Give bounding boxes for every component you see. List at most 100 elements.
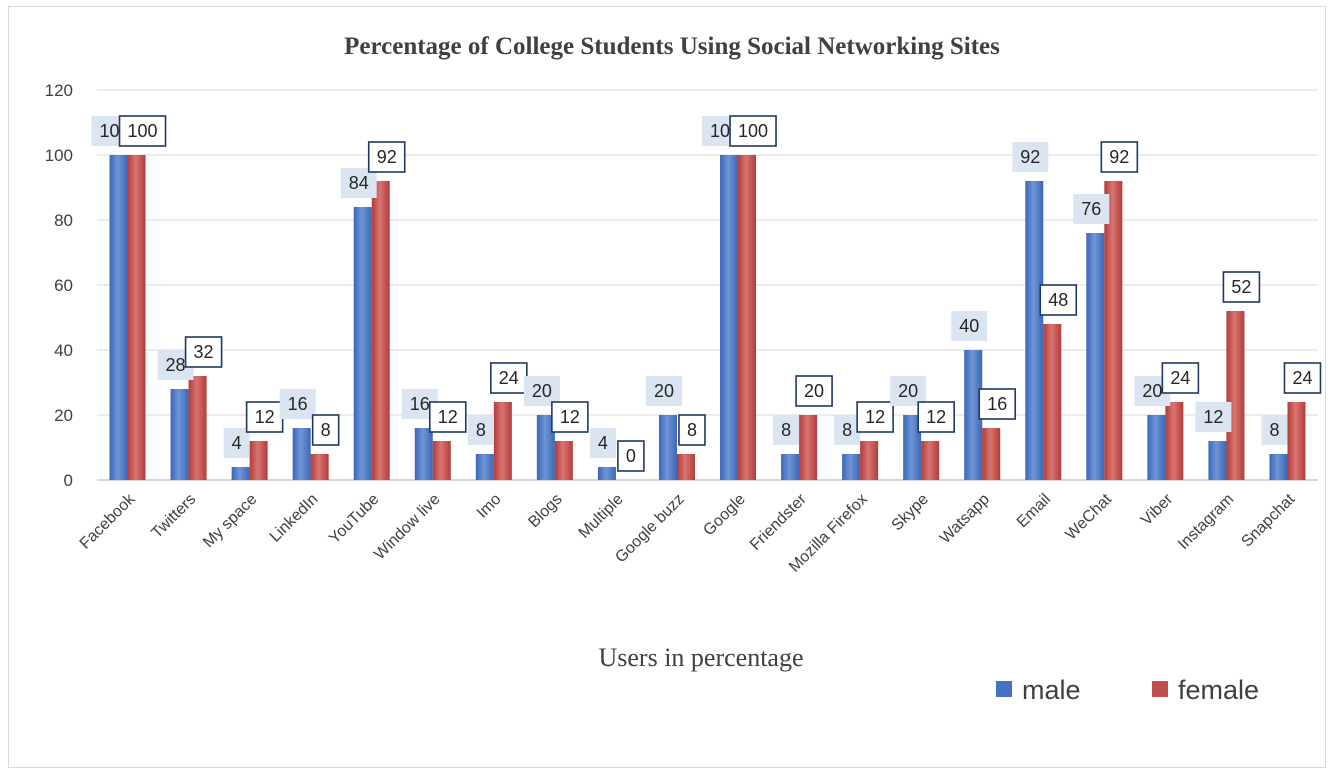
data-label-female: 24 xyxy=(1170,368,1190,388)
bar-female xyxy=(555,441,573,480)
bar-male xyxy=(1208,441,1226,480)
data-label-male: 76 xyxy=(1081,199,1101,219)
data-label-female: 8 xyxy=(687,420,697,440)
bar-male xyxy=(598,467,616,480)
data-label-male: 8 xyxy=(781,420,791,440)
data-label-male: 20 xyxy=(654,381,674,401)
x-tick-label: Watsapp xyxy=(937,491,993,547)
data-label-female: 92 xyxy=(377,147,397,167)
data-label-male: 20 xyxy=(898,381,918,401)
x-tick-label: Facebook xyxy=(77,490,139,552)
x-tick-label: Imo xyxy=(474,491,505,522)
x-tick-label: Snapchat xyxy=(1238,490,1298,550)
x-tick-label: Email xyxy=(1014,491,1054,531)
x-axis-title: Users in percentage xyxy=(598,643,803,672)
bar-male xyxy=(110,155,128,480)
y-tick-label: 40 xyxy=(54,341,73,360)
bar-female xyxy=(433,441,451,480)
bar-male xyxy=(1147,415,1165,480)
data-label-female: 0 xyxy=(626,446,636,466)
data-label-female: 16 xyxy=(987,394,1007,414)
data-label-female: 48 xyxy=(1048,290,1068,310)
bar-male xyxy=(720,155,738,480)
bar-male xyxy=(842,454,860,480)
data-label-female: 12 xyxy=(255,407,275,427)
bar-female xyxy=(860,441,878,480)
data-label-female: 8 xyxy=(321,420,331,440)
y-tick-label: 0 xyxy=(64,471,73,490)
x-axis-ticks: Facebook Twitters My space LinkedIn YouTubeW… xyxy=(77,490,1299,576)
data-label-female: 100 xyxy=(738,121,768,141)
y-tick-label: 60 xyxy=(54,276,73,295)
bar-female xyxy=(1226,311,1244,480)
data-label-male: 4 xyxy=(232,433,242,453)
bar-male xyxy=(171,389,189,480)
x-tick-label: Window live xyxy=(371,491,443,563)
data-label-male: 4 xyxy=(598,433,608,453)
data-label-female: 32 xyxy=(194,342,214,362)
data-label-male: 20 xyxy=(1142,381,1162,401)
data-label-male: 8 xyxy=(1269,420,1279,440)
x-tick-label: Skype xyxy=(889,491,933,535)
bar-female xyxy=(1287,402,1305,480)
data-label-male: 16 xyxy=(410,394,430,414)
data-label-male: 84 xyxy=(349,173,369,193)
data-label-female: 20 xyxy=(804,381,824,401)
bar-female xyxy=(738,155,756,480)
bar-male xyxy=(659,415,677,480)
bar-male xyxy=(415,428,433,480)
legend-swatch-female xyxy=(1152,681,1168,697)
bar-male xyxy=(781,454,799,480)
legend: male female xyxy=(996,675,1259,705)
data-label-female: 24 xyxy=(1292,368,1312,388)
bar-female xyxy=(799,415,817,480)
data-label-male: 8 xyxy=(842,420,852,440)
x-tick-label: Viber xyxy=(1138,490,1177,529)
bar-female xyxy=(494,402,512,480)
data-label-female: 24 xyxy=(499,368,519,388)
bar-female xyxy=(311,454,329,480)
bar-female xyxy=(128,155,146,480)
bar-male xyxy=(1025,181,1043,480)
data-label-male: 40 xyxy=(959,316,979,336)
bar-female xyxy=(677,454,695,480)
bar-female xyxy=(921,441,939,480)
x-tick-label: LinkedIn xyxy=(267,491,322,546)
x-tick-label: Twitters xyxy=(148,491,199,542)
data-label-female: 12 xyxy=(560,407,580,427)
y-tick-label: 120 xyxy=(45,81,73,100)
x-tick-label: Instagram xyxy=(1175,491,1237,553)
chart-title: Percentage of College Students Using Soc… xyxy=(344,33,1000,60)
data-label-female: 12 xyxy=(438,407,458,427)
data-label-female: 12 xyxy=(926,407,946,427)
data-label-male: 8 xyxy=(476,420,486,440)
y-tick-label: 100 xyxy=(45,146,73,165)
data-label-female: 52 xyxy=(1231,277,1251,297)
legend-label-male: male xyxy=(1022,675,1081,705)
bar-female xyxy=(250,441,268,480)
x-tick-label: My space xyxy=(200,491,261,552)
x-tick-label: Friendster xyxy=(747,490,810,553)
bar-female xyxy=(189,376,207,480)
data-label-male: 92 xyxy=(1020,147,1040,167)
data-label-female: 92 xyxy=(1109,147,1129,167)
y-tick-label: 80 xyxy=(54,211,73,230)
legend-swatch-male xyxy=(996,681,1012,697)
bars xyxy=(110,155,1306,480)
bar-male xyxy=(476,454,494,480)
x-tick-label: Multiple xyxy=(576,491,627,542)
data-labels: 1001002832412168849216128242012402081001… xyxy=(92,116,1321,471)
data-label-male: 20 xyxy=(532,381,552,401)
bar-male xyxy=(293,428,311,480)
data-label-male: 16 xyxy=(288,394,308,414)
bar-male xyxy=(1269,454,1287,480)
bar-female xyxy=(982,428,1000,480)
bar-female xyxy=(1165,402,1183,480)
x-tick-label: Google xyxy=(700,491,749,540)
bar-female xyxy=(1043,324,1061,480)
data-label-male: 12 xyxy=(1203,407,1223,427)
bar-male xyxy=(232,467,250,480)
x-tick-label: YouTube xyxy=(326,491,383,548)
data-label-female: 100 xyxy=(128,121,158,141)
